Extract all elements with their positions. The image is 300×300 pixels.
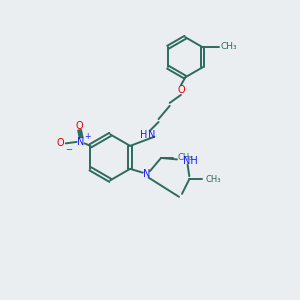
Text: CH₃: CH₃: [206, 175, 221, 184]
Text: O: O: [177, 85, 185, 94]
Text: +: +: [84, 131, 91, 140]
Text: N: N: [148, 130, 155, 140]
Text: CH₃: CH₃: [220, 42, 237, 51]
Text: N: N: [77, 137, 85, 147]
Text: O: O: [76, 121, 83, 131]
Text: O: O: [56, 138, 64, 148]
Text: CH₃: CH₃: [177, 153, 193, 162]
Text: NH: NH: [183, 156, 197, 166]
Text: N: N: [142, 169, 150, 179]
Text: H: H: [140, 130, 147, 140]
Text: −: −: [64, 146, 72, 154]
